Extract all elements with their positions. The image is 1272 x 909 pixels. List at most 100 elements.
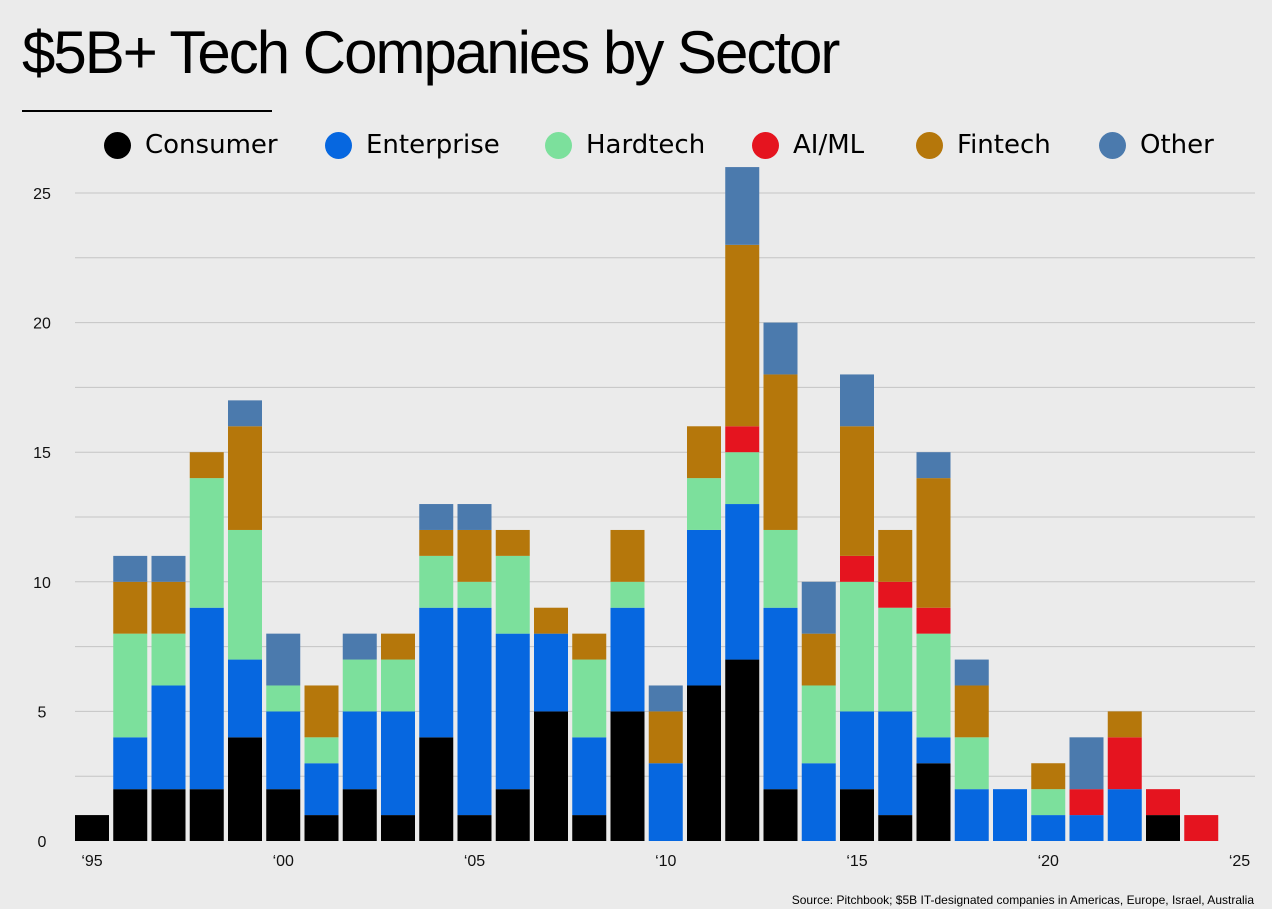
- bar-segment-enterprise: [342, 711, 377, 790]
- legend-swatch-hardtech: [545, 131, 572, 159]
- bar-segment-ai-ml: [916, 607, 951, 634]
- bar-segment-ai-ml: [1107, 737, 1142, 790]
- bar-segment-fintech: [228, 426, 262, 530]
- bar-segment-hardtech: [151, 633, 186, 686]
- bar-segment-consumer: [381, 815, 415, 841]
- bar-segment-enterprise: [916, 737, 951, 764]
- bar-segment-fintech: [113, 581, 148, 634]
- bar-segment-consumer: [419, 737, 454, 841]
- bar-segment-hardtech: [878, 607, 913, 712]
- bar-segment-hardtech: [457, 581, 492, 608]
- bar-segment-hardtech: [572, 659, 607, 738]
- y-tick-label: 0: [38, 834, 47, 851]
- bar-segment-fintech: [840, 426, 874, 556]
- bar-segment-enterprise: [610, 607, 645, 712]
- bar-segment-fintech: [151, 581, 186, 634]
- bar-segment-other: [266, 633, 301, 686]
- bar-segment-enterprise: [189, 607, 224, 790]
- bar-segment-other: [954, 659, 989, 686]
- legend-label-hardtech: Hardtech: [586, 130, 706, 160]
- bar-segment-consumer: [725, 659, 760, 841]
- bar-segment-enterprise: [763, 607, 798, 790]
- bar-segment-fintech: [610, 529, 645, 582]
- bar-segment-enterprise: [993, 789, 1027, 841]
- bar-segment-enterprise: [1031, 815, 1066, 841]
- bar-segment-consumer: [304, 815, 339, 841]
- x-tick-label: ‘00: [273, 853, 294, 870]
- y-tick-label: 20: [33, 316, 51, 333]
- x-tick-label: ‘05: [464, 853, 485, 870]
- chart-title: $5B+ Tech Companies by Sector: [22, 19, 840, 86]
- bar-segment-enterprise: [687, 529, 721, 686]
- bar-segment-consumer: [495, 789, 530, 841]
- bar-segment-enterprise: [648, 763, 683, 841]
- bar-segment-ai-ml: [725, 426, 760, 453]
- x-tick-label: ‘25: [1229, 853, 1250, 870]
- title-underline: [22, 110, 272, 112]
- bar-segment-consumer: [266, 789, 301, 841]
- bar-segment-consumer: [610, 711, 645, 841]
- bar-segment-consumer: [916, 763, 951, 841]
- bar-segment-enterprise: [228, 659, 262, 738]
- bar-segment-other: [151, 555, 186, 582]
- bar-segment-fintech: [1107, 711, 1142, 738]
- legend-swatch-aiml: [752, 131, 779, 159]
- bar-segment-enterprise: [840, 711, 874, 790]
- bar-segment-consumer: [687, 685, 721, 841]
- bar-segment-hardtech: [1031, 789, 1066, 816]
- bar-segment-hardtech: [113, 633, 148, 738]
- bar-segment-other: [840, 374, 874, 427]
- legend-swatch-fintech: [916, 131, 943, 159]
- bar-segment-hardtech: [610, 581, 645, 608]
- bar-segment-other: [648, 685, 683, 712]
- bar-segment-hardtech: [725, 452, 760, 505]
- bar-segment-consumer: [151, 789, 186, 841]
- y-tick-label: 10: [33, 575, 51, 592]
- bar-segment-hardtech: [304, 737, 339, 764]
- bar-segment-consumer: [342, 789, 377, 841]
- bar-segment-hardtech: [189, 478, 224, 608]
- bar-segment-hardtech: [342, 659, 377, 712]
- x-tick-label: ‘10: [655, 853, 676, 870]
- bar-segment-hardtech: [687, 478, 721, 530]
- bar-segment-consumer: [1146, 815, 1180, 841]
- source-note: Source: Pitchbook; $5B IT-designated com…: [791, 893, 1254, 907]
- bar-segment-hardtech: [228, 529, 262, 660]
- y-tick-label: 5: [38, 704, 47, 721]
- bar-segment-enterprise: [725, 504, 760, 660]
- x-tick-label: ‘20: [1038, 853, 1059, 870]
- legend: Consumer Enterprise Hardtech AI/ML Finte…: [0, 126, 1272, 166]
- bar-segment-ai-ml: [1069, 789, 1104, 816]
- bar-segment-fintech: [916, 478, 951, 608]
- bar-segment-enterprise: [495, 633, 530, 790]
- bar-segment-fintech: [457, 529, 492, 582]
- bar-segment-consumer: [840, 789, 874, 841]
- bar-segment-fintech: [304, 685, 339, 738]
- bar-segment-consumer: [878, 815, 913, 841]
- bar-segment-fintech: [189, 452, 224, 479]
- bar-segment-consumer: [189, 789, 224, 841]
- bar-segment-enterprise: [151, 685, 186, 790]
- bar-segment-other: [801, 581, 836, 634]
- bar-segment-enterprise: [1107, 789, 1142, 841]
- bar-segment-consumer: [457, 815, 492, 841]
- bar-segment-hardtech: [954, 737, 989, 790]
- y-tick-label: 25: [33, 186, 51, 203]
- legend-item-enterprise: Enterprise: [325, 126, 500, 164]
- bar-segment-other: [457, 504, 492, 530]
- bar-segment-other: [419, 504, 454, 530]
- legend-item-other: Other: [1099, 126, 1214, 164]
- bar-segment-consumer: [75, 815, 109, 841]
- bar-segment-consumer: [534, 711, 568, 841]
- legend-swatch-enterprise: [325, 131, 352, 159]
- legend-item-aiml: AI/ML: [752, 126, 864, 164]
- bar-segment-fintech: [495, 529, 530, 556]
- bar-segment-ai-ml: [1184, 815, 1219, 841]
- y-tick-label: 15: [33, 445, 51, 462]
- legend-item-hardtech: Hardtech: [545, 126, 705, 164]
- bar-segment-hardtech: [266, 685, 301, 712]
- bar-segment-enterprise: [954, 789, 989, 841]
- bar-segment-enterprise: [1069, 815, 1104, 841]
- bar-segment-fintech: [1031, 763, 1066, 790]
